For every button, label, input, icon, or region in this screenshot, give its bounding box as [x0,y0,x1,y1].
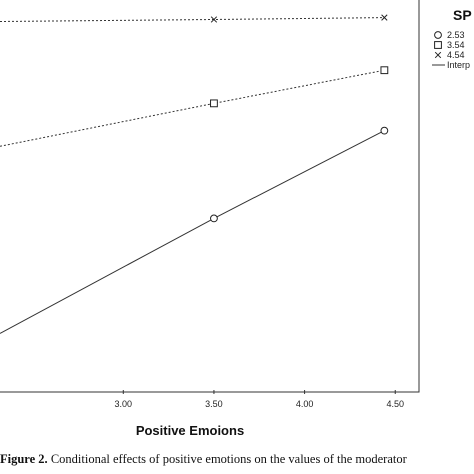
x-tick-label-3.00: 3.00 [115,399,133,409]
legend-item-3.54: 3.54 [434,40,465,50]
legend-item-4.54: 4.54 [434,50,465,60]
chart: 3.00 3.50 4.00 4.50 Positive Emoions SP 2.5… [0,0,472,438]
series-layer [0,14,389,334]
legend-item-interp: Interp [432,60,470,70]
x-tick-label-4.50: 4.50 [386,399,404,409]
data-point-2.53-1 [210,214,218,223]
series-4.54 [0,14,388,23]
legend-title: SP [453,7,472,23]
series-3.54 [0,66,389,147]
caption-label: Figure 2. [0,452,48,466]
caption-text: Conditional effects of positive emotions… [47,452,407,466]
series-2.53 [0,126,389,334]
x-tick-label-4.00: 4.00 [296,399,314,409]
legend-item-2.53: 2.53 [434,30,465,40]
x-axis-label: Positive Emoions [136,423,244,438]
series-line-3.54 [0,69,385,147]
x-tick-label-3.50: 3.50 [205,399,223,409]
series-line-4.54 [0,17,385,22]
legend-label-interp: Interp [447,60,470,70]
data-point-3.54-1 [210,99,218,108]
data-point-4.54-1 [210,16,218,23]
legend-label-4.54: 4.54 [447,50,465,60]
legend-label-2.53: 2.53 [447,30,465,40]
legend-marker-4.54 [434,51,442,59]
x-axis-ticks: 3.00 3.50 4.00 4.50 [115,390,404,409]
data-point-4.54-2 [381,14,388,21]
data-point-3.54-2 [380,66,389,75]
legend-marker-2.53 [434,31,442,39]
plot-area-frame [0,0,420,393]
legend-marker-3.54 [434,41,442,49]
legend-label-3.54: 3.54 [447,40,465,50]
data-point-2.53-2 [380,126,389,135]
figure-caption: Figure 2. Conditional effects of positiv… [0,452,474,467]
series-line-2.53 [0,130,385,334]
